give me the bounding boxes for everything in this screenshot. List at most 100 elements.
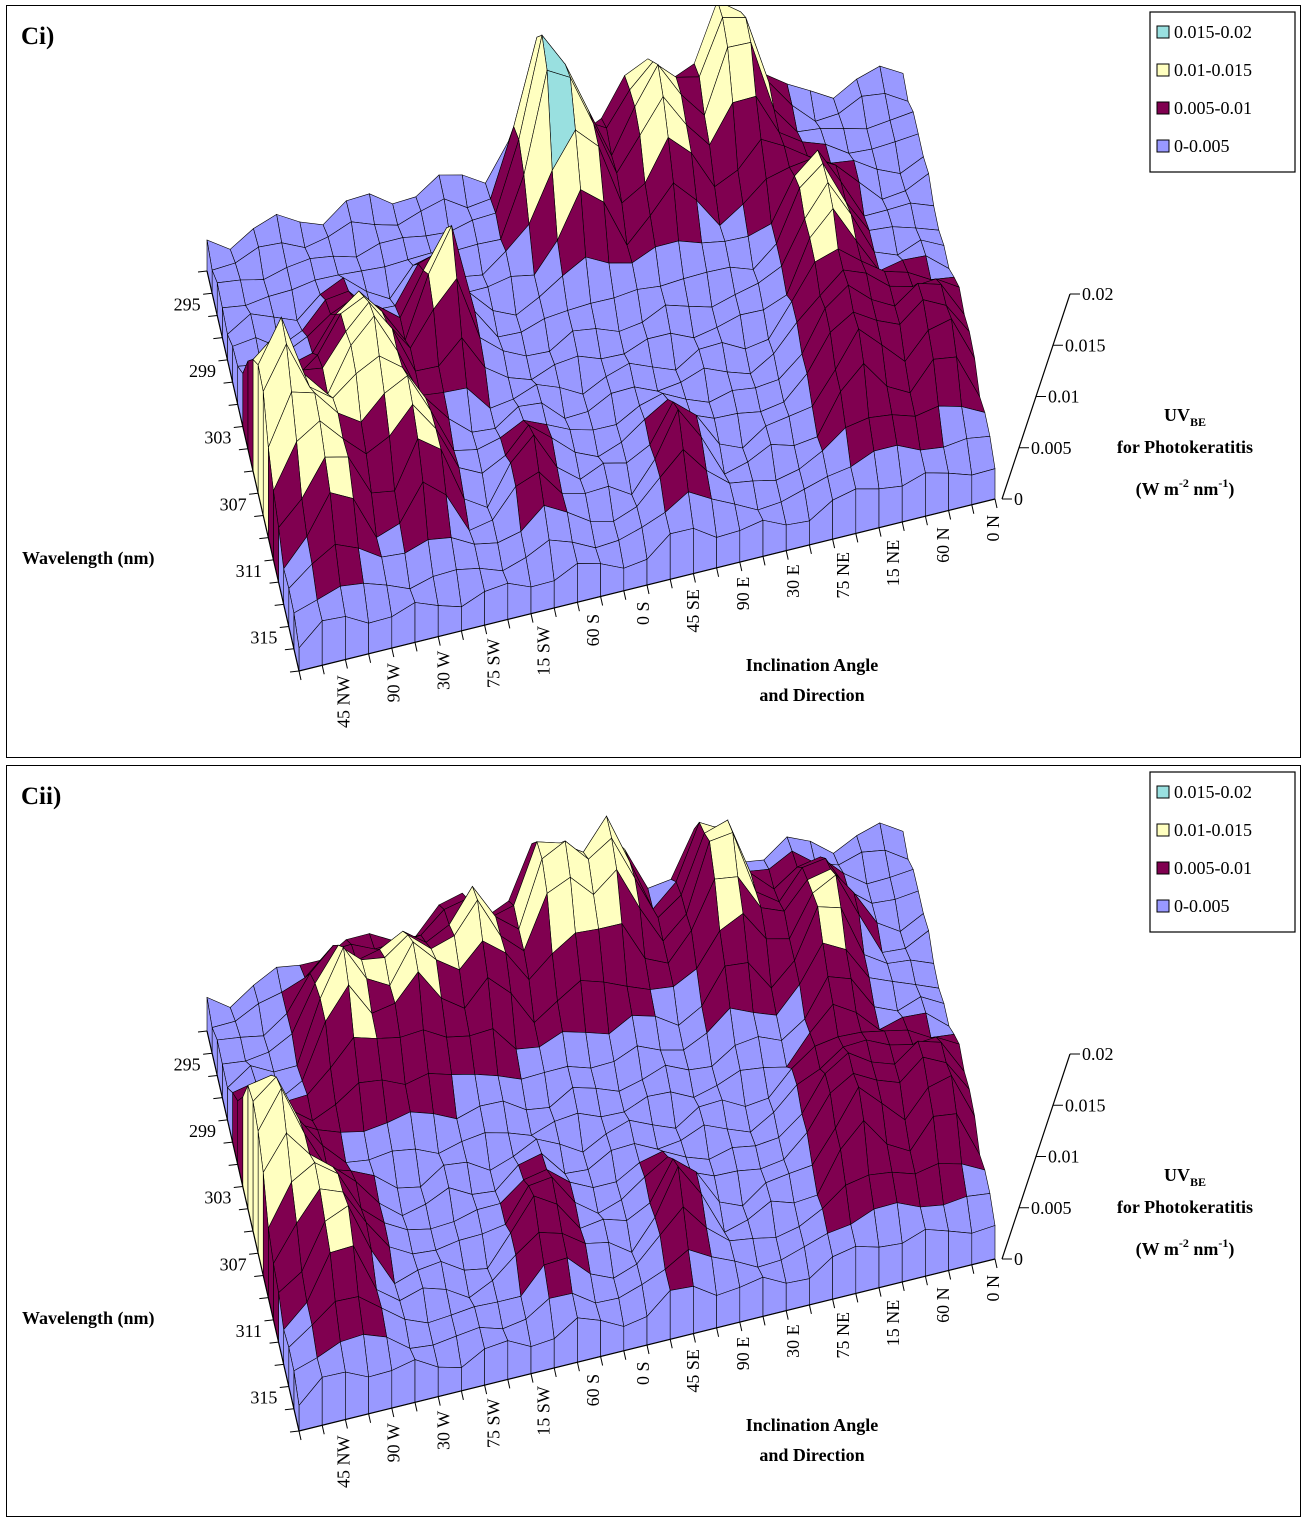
x-tick-mark xyxy=(553,607,557,618)
y-tick-mark xyxy=(238,448,248,451)
surface-side-wall xyxy=(257,364,264,516)
x-tick-mark xyxy=(994,1258,998,1269)
x-tick-mark xyxy=(971,504,975,514)
legend-swatch xyxy=(1156,861,1170,875)
y-tick-mark xyxy=(249,1252,259,1255)
x-tick-mark xyxy=(739,1321,743,1332)
x-tick-label: 15 SW xyxy=(533,1386,553,1436)
legend-swatch xyxy=(1156,101,1170,115)
surface-chart-ci: 45 NW 90 W 30 W 75 SW 15 SW 60 S 0 S 45 SE 90 E 3… xyxy=(21,0,1296,728)
surface-cell xyxy=(856,822,886,853)
x-tick-label: 0 S xyxy=(633,601,653,625)
y-tick-mark xyxy=(264,1319,274,1322)
x-tick-mark xyxy=(669,1339,673,1349)
y-tick-label: 315 xyxy=(250,628,277,648)
x-tick-mark xyxy=(692,573,696,583)
legend-swatch xyxy=(1156,25,1170,39)
x-tick-mark xyxy=(368,1413,372,1423)
x-tick-label: 90 E xyxy=(733,577,753,611)
panel-label: Cii) xyxy=(21,783,61,810)
axes: 45 NW 90 W 30 W 75 SW 15 SW 60 S 0 S 45 SE 90 E 3… xyxy=(22,270,1253,728)
x-tick-label: 45 SE xyxy=(683,589,703,633)
x-axis-label: Inclination Angle xyxy=(746,655,879,675)
x-tick-mark xyxy=(901,521,905,532)
y-tick-mark xyxy=(259,1297,269,1300)
x-tick-mark xyxy=(785,550,789,560)
y-tick-mark xyxy=(228,403,238,406)
y-tick-mark xyxy=(243,470,254,473)
z-axis-label: UVBE xyxy=(1164,1165,1206,1189)
y-tick-mark xyxy=(233,426,243,429)
x-tick-mark xyxy=(878,1287,882,1297)
legend-swatch xyxy=(1156,139,1170,153)
legend: 0.015-0.02 0.01-0.015 0.005-0.01 0-0.005 xyxy=(1149,771,1296,933)
x-tick-mark xyxy=(507,619,511,629)
surface-front-wall xyxy=(577,1317,601,1363)
legend-label: 0.015-0.02 xyxy=(1174,782,1252,802)
z-tick-label: 0.02 xyxy=(1082,1044,1114,1064)
y-tick-mark xyxy=(223,381,233,384)
surface-chart-cii: 45 NW 90 W 30 W 75 SW 15 SW 60 S 0 S 45 SE 90 E 3… xyxy=(21,771,1296,1488)
z-axis-label: UVBE xyxy=(1164,405,1206,429)
y-tick-mark xyxy=(203,292,213,295)
x-tick-mark xyxy=(484,625,488,635)
y-tick-mark xyxy=(284,1408,294,1411)
legend-label: 0.005-0.01 xyxy=(1174,858,1252,878)
surface-front-wall xyxy=(878,1243,903,1289)
y-tick-mark xyxy=(279,626,289,629)
y-axis-label: Wavelength (nm) xyxy=(22,548,155,569)
x-tick-label: 30 E xyxy=(783,564,803,598)
surface-front-wall xyxy=(414,602,439,643)
z-tick-label: 0.01 xyxy=(1048,387,1080,407)
x-tick-label: 75 SW xyxy=(483,638,503,688)
x-tick-label: 60 S xyxy=(583,1374,603,1407)
x-tick-label: 0 S xyxy=(633,1361,653,1385)
surface-front-wall xyxy=(321,616,346,666)
surface-front-wall xyxy=(669,1285,694,1340)
x-tick-mark xyxy=(530,613,534,623)
y-tick-label: 311 xyxy=(236,561,262,581)
x-tick-label: 0 N xyxy=(983,1275,1003,1302)
surface-front-wall xyxy=(669,527,694,580)
x-tick-label: 75 SW xyxy=(483,1398,503,1448)
x-tick-label: 30 E xyxy=(783,1324,803,1358)
x-tick-mark xyxy=(808,1304,812,1314)
y-tick-mark xyxy=(274,603,284,606)
x-tick-label: 60 N xyxy=(933,527,953,563)
x-tick-mark xyxy=(948,1270,952,1280)
y-tick-mark xyxy=(238,1208,248,1211)
y-tick-mark xyxy=(254,514,264,517)
y-tick-mark xyxy=(233,1186,243,1189)
x-tick-label: 15 NE xyxy=(883,540,903,587)
surface-front-wall xyxy=(878,485,903,529)
legend-label: 0.01-0.015 xyxy=(1174,820,1252,840)
y-tick-mark xyxy=(264,559,274,562)
x-tick-label: 75 NE xyxy=(833,552,853,599)
x-tick-mark xyxy=(924,516,928,526)
axes: 45 NW 90 W 30 W 75 SW 15 SW 60 S 0 S 45 SE 90 E 3… xyxy=(22,1030,1253,1488)
x-tick-mark xyxy=(600,1356,604,1366)
z-tick-label: 0.01 xyxy=(1048,1147,1080,1167)
surface-front-wall xyxy=(762,1276,787,1317)
y-tick-mark xyxy=(243,1230,254,1233)
legend-label: 0.01-0.015 xyxy=(1174,60,1252,80)
panel-label: Ci) xyxy=(21,23,54,50)
legend-swatch xyxy=(1156,899,1170,913)
x-tick-mark xyxy=(368,653,372,663)
legend-swatch xyxy=(1156,823,1170,837)
chart-panel-ci: 45 NW 90 W 30 W 75 SW 15 SW 60 S 0 S 45 SE 90 E 3… xyxy=(6,0,1301,758)
y-tick-label: 299 xyxy=(189,361,216,381)
y-tick-mark xyxy=(218,1119,228,1122)
x-tick-label: 15 SW xyxy=(533,626,553,676)
x-tick-mark xyxy=(298,1430,302,1441)
x-tick-mark xyxy=(414,642,418,652)
x-tick-mark xyxy=(901,1281,905,1292)
x-tick-label: 90 W xyxy=(383,663,403,702)
x-tick-label: 90 E xyxy=(733,1337,753,1371)
y-tick-mark xyxy=(269,581,279,584)
z-axis-label: for Photokeratitis xyxy=(1117,437,1253,457)
x-tick-label: 75 NE xyxy=(833,1312,853,1359)
x-tick-mark xyxy=(437,1396,441,1406)
x-tick-mark xyxy=(994,498,998,509)
x-tick-mark xyxy=(808,544,812,554)
